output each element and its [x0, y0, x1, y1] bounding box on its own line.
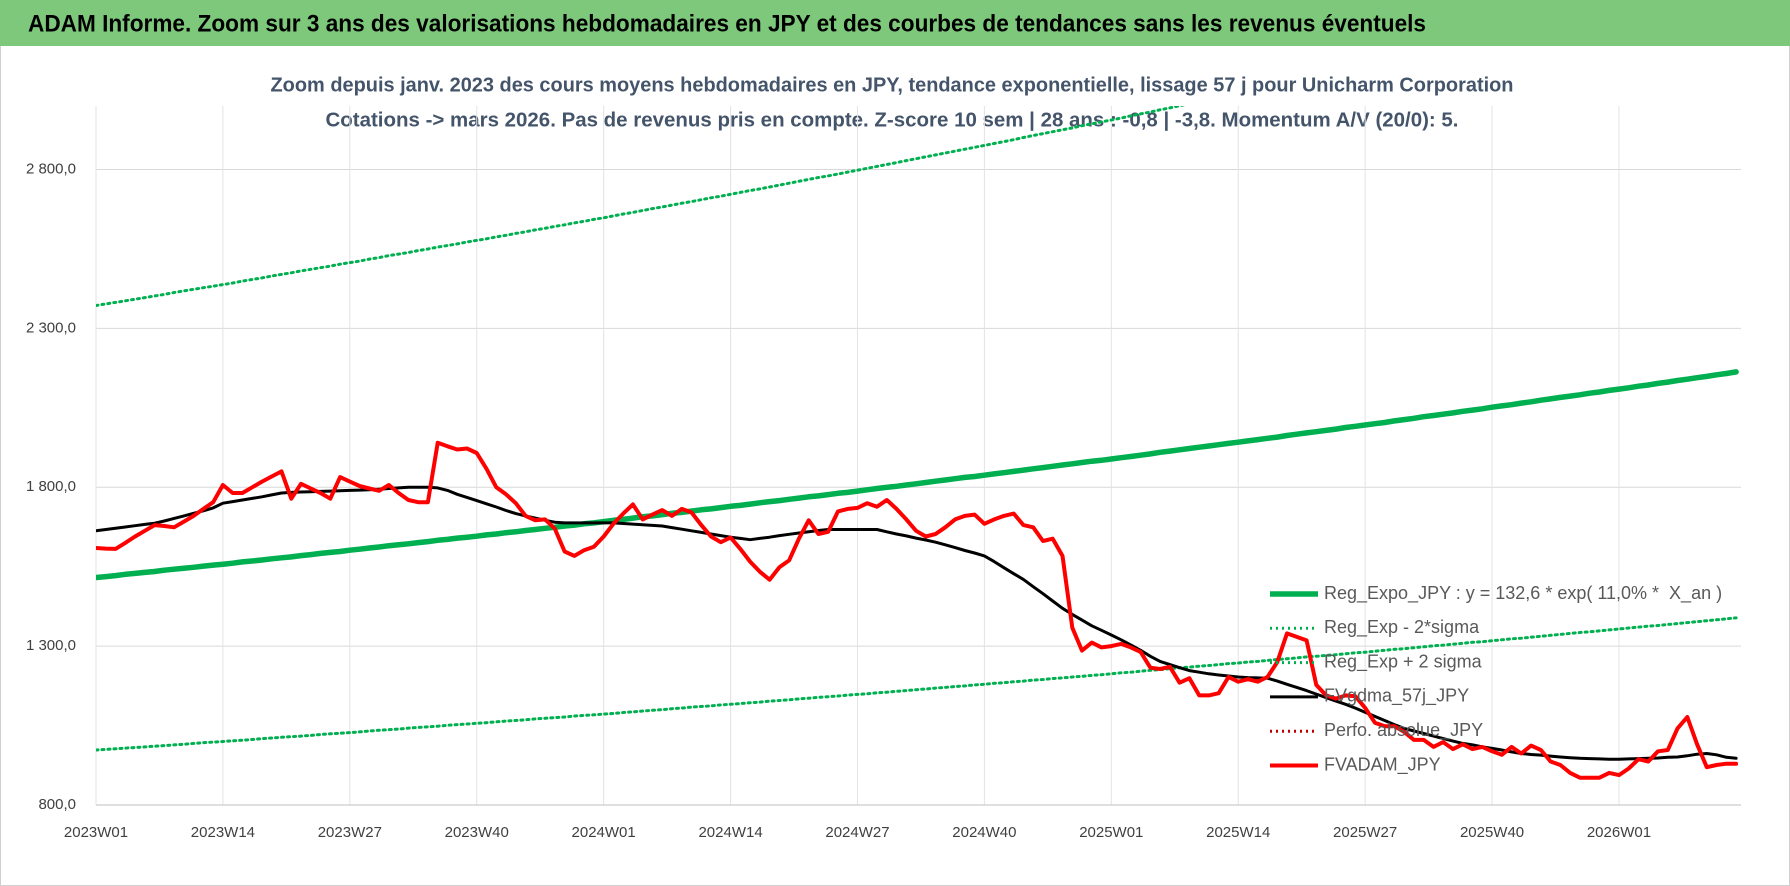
x-tick-label: 2023W14 — [191, 824, 255, 841]
y-tick-label: 2 300,0 — [26, 319, 76, 336]
legend-label: Reg_Expo_JPY : y = 132,6 * exp( 11,0% * … — [1324, 583, 1722, 604]
x-tick-label: 2025W14 — [1206, 824, 1270, 841]
header-bar — [0, 0, 1790, 46]
y-tick-label: 1 300,0 — [26, 637, 76, 654]
chart-subtitle: Cotations -> mars 2026. Pas de revenus p… — [326, 109, 1459, 131]
x-tick-label: 2024W14 — [698, 824, 762, 841]
x-tick-label: 2026W01 — [1587, 824, 1651, 841]
legend-label: Reg_Exp + 2 sigma — [1324, 651, 1483, 672]
legend-label: Perfo. absolue_JPY — [1324, 720, 1483, 741]
plot — [96, 106, 1739, 780]
series-line — [96, 106, 1186, 307]
x-tick-label: 2025W27 — [1333, 824, 1397, 841]
y-tick-label: 1 800,0 — [26, 478, 76, 495]
page-title: ADAM Informe. Zoom sur 3 ans des valoris… — [28, 10, 1426, 37]
x-tick-label: 2025W40 — [1460, 824, 1524, 841]
grid: 800,0 1 300,0 1 800,0 2 300,0 2 800,0 2023W01… — [26, 106, 1741, 841]
x-tick-label: 2024W27 — [825, 824, 889, 841]
x-tick-label: 2024W40 — [952, 824, 1016, 841]
x-tick-label: 2023W27 — [318, 824, 382, 841]
series-line — [96, 440, 1739, 780]
legend-label: FVgdma_57j_JPY — [1324, 686, 1469, 707]
legend-label: FVADAM_JPY — [1324, 754, 1441, 775]
legend-label: Reg_Exp - 2*sigma — [1324, 617, 1480, 638]
x-tick-label: 2025W01 — [1079, 824, 1143, 841]
y-tick-label: 2 800,0 — [26, 161, 76, 178]
y-tick-label: 800,0 — [38, 796, 76, 813]
x-tick-label: 2023W40 — [445, 824, 509, 841]
series-line — [96, 369, 1739, 581]
legend: Reg_Expo_JPY : y = 132,6 * exp( 11,0% * … — [1270, 583, 1722, 775]
series-line — [96, 616, 1738, 752]
chart-title: Zoom depuis janv. 2023 des cours moyens … — [271, 74, 1514, 96]
x-tick-label: 2023W01 — [64, 824, 128, 841]
x-tick-label: 2024W01 — [572, 824, 636, 841]
